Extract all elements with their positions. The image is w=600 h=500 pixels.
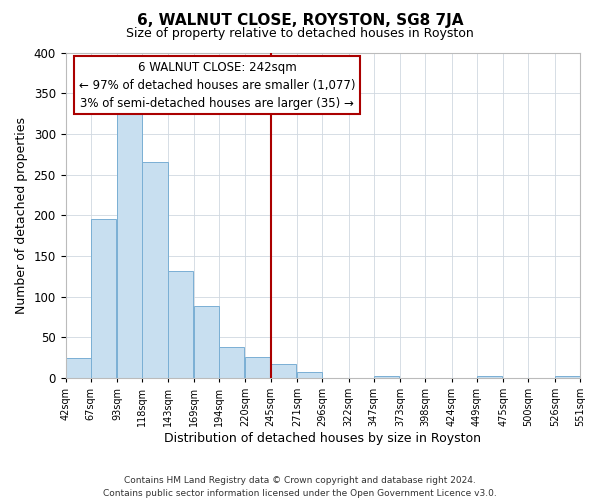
Text: 6, WALNUT CLOSE, ROYSTON, SG8 7JA: 6, WALNUT CLOSE, ROYSTON, SG8 7JA (137, 12, 463, 28)
X-axis label: Distribution of detached houses by size in Royston: Distribution of detached houses by size … (164, 432, 481, 445)
Text: Size of property relative to detached houses in Royston: Size of property relative to detached ho… (126, 28, 474, 40)
Bar (374, 376, 399, 378)
Bar (555, 376, 580, 378)
Bar (65, 358, 91, 378)
Y-axis label: Number of detached properties: Number of detached properties (15, 117, 28, 314)
Bar (142, 162, 167, 378)
Bar (91, 220, 116, 378)
Bar (194, 306, 219, 378)
Bar (167, 272, 193, 378)
Bar (117, 111, 142, 378)
Bar (219, 347, 244, 378)
Bar (477, 376, 502, 378)
Text: 6 WALNUT CLOSE: 242sqm
← 97% of detached houses are smaller (1,077)
3% of semi-d: 6 WALNUT CLOSE: 242sqm ← 97% of detached… (79, 60, 356, 110)
Bar (297, 372, 322, 378)
Bar (245, 357, 271, 378)
Bar (271, 364, 296, 378)
Text: Contains HM Land Registry data © Crown copyright and database right 2024.
Contai: Contains HM Land Registry data © Crown c… (103, 476, 497, 498)
